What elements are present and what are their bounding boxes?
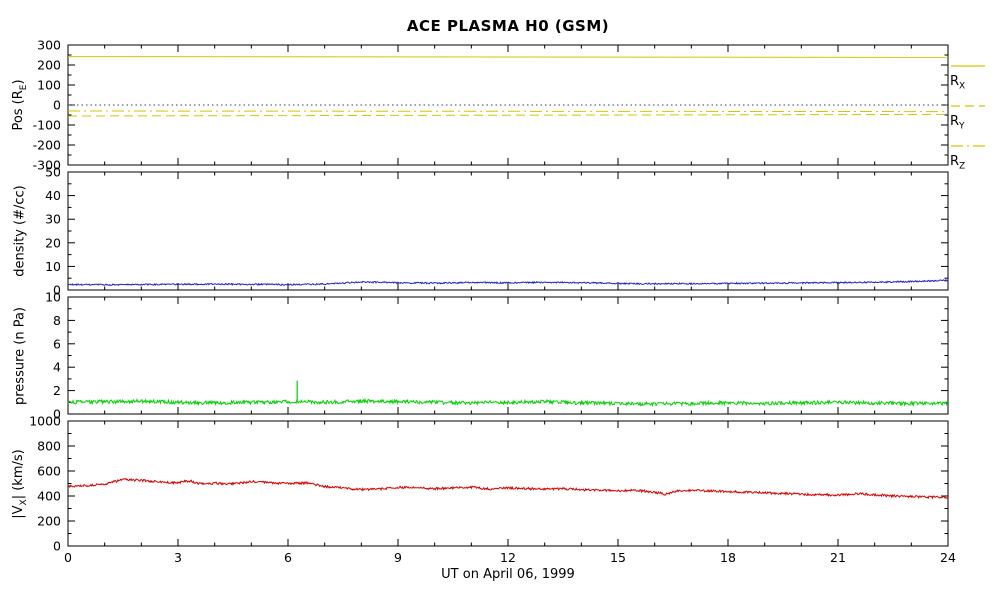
y-tick-label: 10 <box>45 290 61 305</box>
y-axis-label-text: |V <box>11 505 27 519</box>
x-tick-label: 21 <box>830 550 846 565</box>
panel-frame-3 <box>67 420 949 547</box>
y-tick-label: -300 <box>33 158 61 173</box>
series-flow-pressure <box>67 397 949 408</box>
y-axis-label-subscript: X <box>18 499 29 506</box>
legend-label-rz: RZ <box>950 154 966 172</box>
y-axis-label-speed: |VX| (km/s) <box>11 449 29 518</box>
legend-line-sample-icon <box>951 105 985 107</box>
y-tick-label: 40 <box>45 188 61 203</box>
x-tick-label: 18 <box>720 550 736 565</box>
y-tick-label: 0 <box>53 407 61 422</box>
y-tick-label: 100 <box>37 78 61 93</box>
legend-entry-ry: RY <box>950 94 988 132</box>
series-R_X <box>67 56 949 58</box>
legend-label-rx: RX <box>950 74 966 92</box>
series-R_Y <box>67 113 949 117</box>
x-axis-label: UT on April 06, 1999 <box>441 567 575 582</box>
y-tick-label: 10 <box>45 259 61 274</box>
y-axis-label-text: | (km/s) <box>11 449 27 500</box>
y-axis-label-text: Pos (R <box>11 90 27 131</box>
y-axis-label-text: density (#/cc) <box>12 185 28 277</box>
y-axis-label-subscript: E <box>18 84 29 91</box>
y-axis-label-text: pressure (n Pa) <box>12 306 28 406</box>
y-tick-label: 300 <box>37 38 61 53</box>
y-tick-label: 4 <box>53 360 61 375</box>
series-flow-speed <box>67 477 949 500</box>
x-tick-label: 6 <box>284 550 292 565</box>
y-tick-label: 200 <box>37 514 61 529</box>
x-tick-label: 15 <box>610 550 626 565</box>
panel-frame-1 <box>67 171 949 291</box>
y-tick-label: 6 <box>53 336 61 351</box>
y-tick-label: 0 <box>53 283 61 298</box>
y-axis-label-position: Pos (RE) <box>11 79 29 130</box>
y-tick-label: 800 <box>37 439 61 454</box>
x-tick-label: 3 <box>174 550 182 565</box>
y-tick-label: -100 <box>33 118 61 133</box>
y-tick-label: 0 <box>53 539 61 554</box>
series-R_Z <box>67 110 949 113</box>
legend-line-sample-icon <box>951 145 985 147</box>
y-tick-label: 50 <box>45 165 61 180</box>
x-tick-label: 9 <box>394 550 402 565</box>
series-proton-density <box>67 278 949 287</box>
legend-label-ry: RY <box>950 114 965 132</box>
x-tick-label: 24 <box>940 550 956 565</box>
y-axis-label-pressure: pressure (n Pa) <box>13 307 28 405</box>
x-tick-label: 0 <box>64 550 72 565</box>
legend-entry-rz: RZ <box>950 134 988 172</box>
y-tick-label: 0 <box>53 98 61 113</box>
y-tick-label: 30 <box>45 212 61 227</box>
y-tick-label: 1000 <box>29 414 61 429</box>
legend-line-sample-icon <box>951 65 985 67</box>
y-tick-label: 400 <box>37 489 61 504</box>
y-axis-label-density: density (#/cc) <box>13 185 28 277</box>
panel-frame-2 <box>67 296 949 415</box>
x-tick-label: 12 <box>500 550 516 565</box>
legend-entry-rx: RX <box>950 54 988 92</box>
y-tick-label: 200 <box>37 58 61 73</box>
y-tick-label: 600 <box>37 464 61 479</box>
y-tick-label: -200 <box>33 138 61 153</box>
chart-title: ACE PLASMA H0 (GSM) <box>406 17 610 35</box>
y-tick-label: 20 <box>45 235 61 250</box>
y-axis-label-text: ) <box>11 79 27 85</box>
y-tick-label: 8 <box>53 313 61 328</box>
legend: RX RY RZ <box>950 54 988 174</box>
y-tick-label: 2 <box>53 383 61 398</box>
